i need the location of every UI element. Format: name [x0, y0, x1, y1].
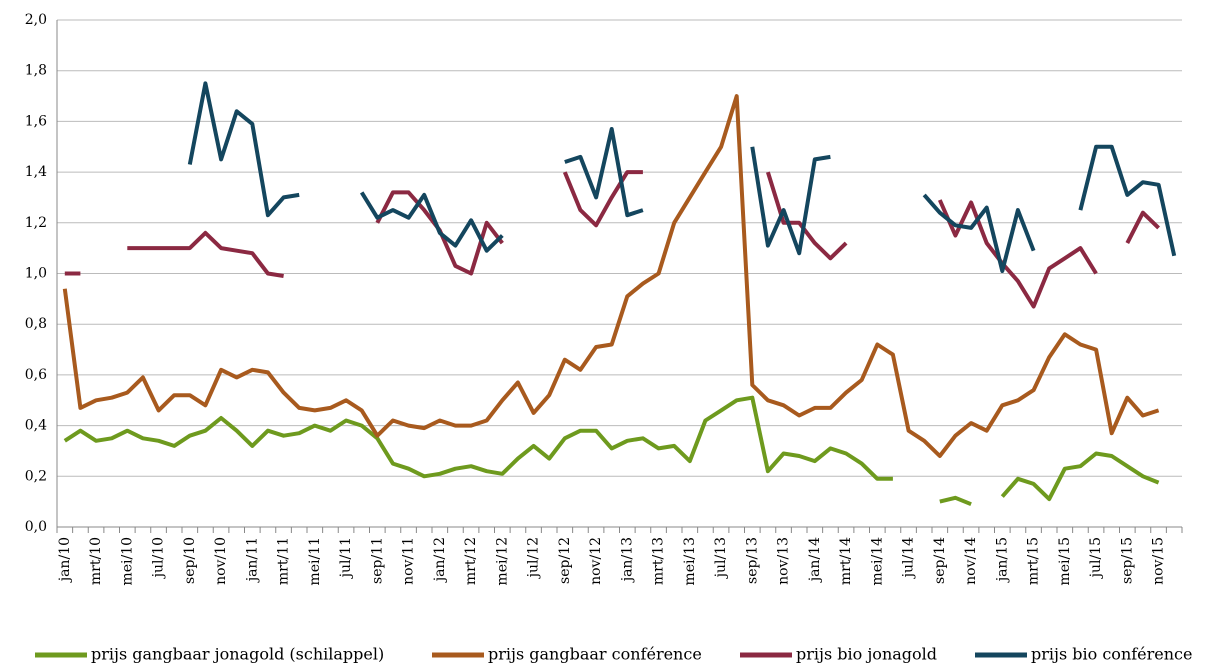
legend-label: prijs gangbaar conférence	[488, 645, 702, 664]
series-line	[62, 94, 1160, 458]
x-tick-label: jan/14	[807, 537, 823, 583]
x-tick-label: jan/11	[244, 537, 260, 583]
x-tick-label: jan/10	[57, 537, 73, 583]
x-tick-label: nov/12	[588, 537, 604, 585]
x-tick-label: sep/11	[369, 537, 385, 584]
legend: prijs gangbaar jonagold (schilappel) prij…	[35, 645, 1192, 664]
x-tick-label: jan/13	[619, 537, 635, 583]
x-tick-label: mrt/10	[88, 537, 104, 585]
x-tick-label: nov/11	[401, 537, 417, 585]
x-tick-label: mei/13	[682, 537, 698, 586]
x-tick-label: sep/14	[932, 537, 948, 584]
x-tick-label: nov/10	[213, 537, 229, 585]
x-tick-label: nov/15	[1151, 537, 1167, 585]
x-tick-label: jul/10	[151, 537, 167, 579]
y-tick-label: 1,2	[25, 215, 47, 231]
x-tick-label: nov/14	[963, 537, 979, 585]
x-tick-label: mrt/13	[651, 537, 667, 585]
y-tick-label: 0,4	[25, 418, 47, 434]
x-tick-label: mei/14	[869, 537, 885, 586]
x-tick-label: nov/13	[776, 537, 792, 585]
series-line	[187, 81, 1177, 273]
x-tick-label: sep/10	[182, 537, 198, 584]
y-tick-label: 1,8	[25, 63, 47, 79]
x-tick-label: jul/13	[713, 537, 729, 579]
y-tick-label: 0,8	[25, 316, 47, 332]
legend-label: prijs gangbaar jonagold (schilappel)	[91, 645, 384, 664]
x-tick-label: mei/12	[494, 537, 510, 586]
x-tick-label: mrt/11	[276, 537, 292, 585]
x-tick-label: mrt/15	[1026, 537, 1042, 585]
x-tick-label: jul/15	[1088, 537, 1104, 579]
y-tick-label: 0,0	[25, 519, 47, 535]
y-tick-label: 1,6	[25, 113, 47, 129]
series-line	[63, 395, 1160, 507]
x-tick-label: jul/12	[526, 537, 542, 579]
x-tick-label: mei/15	[1057, 537, 1073, 586]
y-tick-label: 0,6	[25, 367, 47, 383]
x-tick-label: mrt/12	[463, 537, 479, 585]
y-tick-label: 1,0	[25, 266, 47, 282]
x-tick-label: sep/13	[744, 537, 760, 584]
x-tick-label: jan/15	[994, 537, 1010, 583]
x-tick-label: mei/11	[307, 537, 323, 586]
x-tick-label: jul/14	[901, 537, 917, 579]
x-tick-label: sep/12	[557, 537, 573, 584]
x-tick-label: sep/15	[1119, 537, 1135, 584]
y-tick-label: 2,0	[25, 12, 47, 28]
legend-label: prijs bio jonagold	[796, 645, 937, 664]
x-tick-label: mrt/14	[838, 537, 854, 585]
x-tick-label: mei/10	[119, 537, 135, 586]
legend-label: prijs bio conférence	[1031, 645, 1192, 664]
x-tick-label: jan/12	[432, 537, 448, 583]
y-tick-label: 0,2	[25, 468, 47, 484]
x-tick-label: jul/11	[338, 537, 354, 579]
y-tick-label: 1,4	[25, 164, 47, 180]
